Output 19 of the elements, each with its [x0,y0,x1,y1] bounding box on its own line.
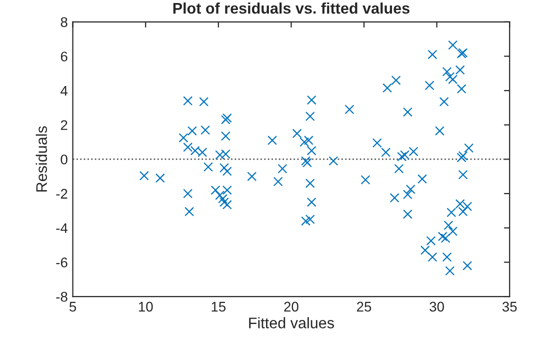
chart-title: Plot of residuals vs. fitted values [173,2,410,14]
y-tick-label: -8 [56,292,68,302]
x-tick-label: 25 [356,302,372,312]
y-tick-label: 8 [60,17,68,28]
y-tick-label: 4 [60,86,68,96]
y-tick-label: -4 [56,223,68,233]
y-tick-label: -2 [56,188,68,199]
y-axis-title: Residuals [36,126,48,192]
x-tick-label: 15 [212,302,226,312]
x-tick-label: 10 [138,302,153,312]
x-tick-label: 5 [69,302,76,312]
y-tick-label: 6 [60,52,68,62]
y-tick-label: 0 [60,154,68,164]
y-tick-label: 2 [60,120,68,130]
x-tick-label: 20 [284,302,298,312]
x-tick-label: 35 [502,302,517,312]
y-tick-label: -6 [56,258,68,268]
x-axis-title: Fitted values [249,317,334,328]
x-tick-label: 30 [430,302,444,312]
